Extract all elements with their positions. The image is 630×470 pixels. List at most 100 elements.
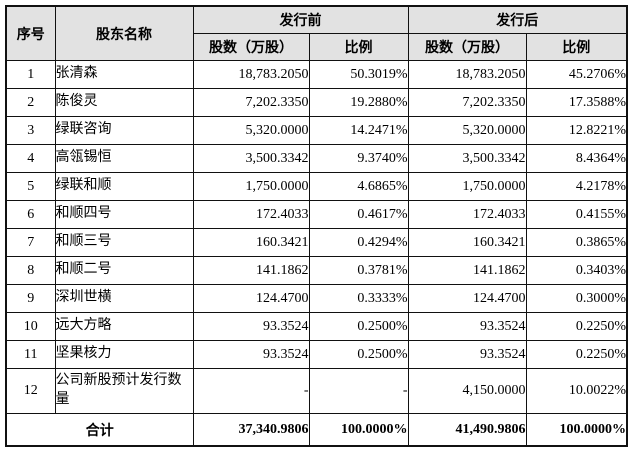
table-row: 9 深圳世横 124.4700 0.3333% 124.4700 0.3000% <box>5 284 628 313</box>
cell-shares-before: 93.3524 <box>192 340 310 369</box>
cell-serial-no: 2 <box>5 88 56 117</box>
cell-shareholder-name: 远大方略 <box>54 312 194 341</box>
header-shares-after: 股数（万股） <box>407 33 527 61</box>
cell-ratio-after: 0.2250% <box>525 312 628 341</box>
cell-serial-no: 10 <box>5 312 56 341</box>
table-row: 3 绿联咨询 5,320.0000 14.2471% 5,320.0000 12… <box>5 116 628 145</box>
cell-ratio-before: 14.2471% <box>308 116 409 145</box>
cell-shares-before: 124.4700 <box>192 284 310 313</box>
cell-shares-after: 18,783.2050 <box>407 60 527 89</box>
cell-shares-before: 160.3421 <box>192 228 310 257</box>
cell-shares-before: 3,500.3342 <box>192 144 310 173</box>
table-row: 1 张清森 18,783.2050 50.3019% 18,783.2050 4… <box>5 60 628 89</box>
cell-shares-after: 160.3421 <box>407 228 527 257</box>
cell-shares-before: 141.1862 <box>192 256 310 285</box>
cell-serial-no: 5 <box>5 172 56 201</box>
cell-serial-no: 4 <box>5 144 56 173</box>
cell-shares-after: 93.3524 <box>407 340 527 369</box>
cell-serial-no: 12 <box>5 368 56 414</box>
table-total-row: 合计 37,340.9806 100.0000% 41,490.9806 100… <box>5 413 628 447</box>
cell-shares-before: 93.3524 <box>192 312 310 341</box>
cell-ratio-before: 0.2500% <box>308 312 409 341</box>
cell-ratio-after: 0.2250% <box>525 340 628 369</box>
cell-shares-before: 18,783.2050 <box>192 60 310 89</box>
table-row: 8 和顺二号 141.1862 0.3781% 141.1862 0.3403% <box>5 256 628 285</box>
cell-total-shares-after: 41,490.9806 <box>407 413 527 447</box>
header-group-before-issuance: 发行前 <box>192 5 409 34</box>
table-row: 10 远大方略 93.3524 0.2500% 93.3524 0.2250% <box>5 312 628 341</box>
cell-shareholder-name: 绿联咨询 <box>54 116 194 145</box>
header-shares-before: 股数（万股） <box>192 33 310 61</box>
cell-serial-no: 7 <box>5 228 56 257</box>
cell-ratio-after: 4.2178% <box>525 172 628 201</box>
cell-shares-after: 172.4033 <box>407 200 527 229</box>
cell-shareholder-name: 坚果核力 <box>54 340 194 369</box>
cell-shares-before: 5,320.0000 <box>192 116 310 145</box>
cell-total-label: 合计 <box>5 413 194 447</box>
cell-ratio-before: 19.2880% <box>308 88 409 117</box>
cell-serial-no: 8 <box>5 256 56 285</box>
shareholder-structure-table: 序号 股东名称 发行前 发行后 股数（万股） 比例 股数（万股） 比例 1 张清… <box>5 5 628 447</box>
table-row: 4 高瓴锡恒 3,500.3342 9.3740% 3,500.3342 8.4… <box>5 144 628 173</box>
cell-ratio-after: 8.4364% <box>525 144 628 173</box>
cell-shareholder-name: 和顺三号 <box>54 228 194 257</box>
cell-total-ratio-before: 100.0000% <box>308 413 409 447</box>
cell-shares-before: 172.4033 <box>192 200 310 229</box>
cell-shares-after: 124.4700 <box>407 284 527 313</box>
header-ratio-before: 比例 <box>308 33 409 61</box>
header-ratio-after: 比例 <box>525 33 628 61</box>
cell-ratio-before: 0.2500% <box>308 340 409 369</box>
cell-serial-no: 9 <box>5 284 56 313</box>
cell-serial-no: 1 <box>5 60 56 89</box>
cell-shares-after: 4,150.0000 <box>407 368 527 414</box>
table-row: 12 公司新股预计发行数量 - - 4,150.0000 10.0022% <box>5 368 628 414</box>
cell-ratio-after: 17.3588% <box>525 88 628 117</box>
cell-shares-after: 1,750.0000 <box>407 172 527 201</box>
header-group-after-issuance: 发行后 <box>407 5 628 34</box>
cell-ratio-before: 4.6865% <box>308 172 409 201</box>
cell-total-ratio-after: 100.0000% <box>525 413 628 447</box>
cell-ratio-before: 0.4617% <box>308 200 409 229</box>
cell-shares-after: 141.1862 <box>407 256 527 285</box>
cell-shares-after: 7,202.3350 <box>407 88 527 117</box>
cell-total-shares-before: 37,340.9806 <box>192 413 310 447</box>
cell-ratio-before: 9.3740% <box>308 144 409 173</box>
cell-shares-after: 93.3524 <box>407 312 527 341</box>
cell-shares-after: 5,320.0000 <box>407 116 527 145</box>
cell-shareholder-name: 张清森 <box>54 60 194 89</box>
cell-ratio-after: 0.3000% <box>525 284 628 313</box>
cell-shareholder-name: 公司新股预计发行数量 <box>54 368 194 414</box>
cell-serial-no: 3 <box>5 116 56 145</box>
cell-ratio-after: 10.0022% <box>525 368 628 414</box>
table-row: 6 和顺四号 172.4033 0.4617% 172.4033 0.4155% <box>5 200 628 229</box>
cell-shares-before: 1,750.0000 <box>192 172 310 201</box>
cell-ratio-before: 0.3781% <box>308 256 409 285</box>
header-shareholder-name: 股东名称 <box>54 5 194 61</box>
document-page: 序号 股东名称 发行前 发行后 股数（万股） 比例 股数（万股） 比例 1 张清… <box>5 5 628 447</box>
header-serial-no: 序号 <box>5 5 56 61</box>
table-row: 11 坚果核力 93.3524 0.2500% 93.3524 0.2250% <box>5 340 628 369</box>
cell-serial-no: 11 <box>5 340 56 369</box>
cell-ratio-before: 50.3019% <box>308 60 409 89</box>
cell-ratio-after: 0.4155% <box>525 200 628 229</box>
cell-shareholder-name: 深圳世横 <box>54 284 194 313</box>
table-row: 5 绿联和顺 1,750.0000 4.6865% 1,750.0000 4.2… <box>5 172 628 201</box>
cell-shareholder-name: 和顺四号 <box>54 200 194 229</box>
cell-serial-no: 6 <box>5 200 56 229</box>
cell-shareholder-name: 绿联和顺 <box>54 172 194 201</box>
header-row-subcolumns: 股数（万股） 比例 股数（万股） 比例 <box>6 33 628 61</box>
table-row: 2 陈俊灵 7,202.3350 19.2880% 7,202.3350 17.… <box>5 88 628 117</box>
cell-shares-after: 3,500.3342 <box>407 144 527 173</box>
cell-shareholder-name: 陈俊灵 <box>54 88 194 117</box>
cell-ratio-after: 0.3865% <box>525 228 628 257</box>
cell-ratio-after: 45.2706% <box>525 60 628 89</box>
header-row-groups: 序号 股东名称 发行前 发行后 <box>5 5 628 61</box>
cell-shareholder-name: 和顺二号 <box>54 256 194 285</box>
cell-shares-before: - <box>192 368 310 414</box>
cell-ratio-before: 0.3333% <box>308 284 409 313</box>
cell-ratio-after: 0.3403% <box>525 256 628 285</box>
cell-ratio-before: - <box>308 368 409 414</box>
cell-shares-before: 7,202.3350 <box>192 88 310 117</box>
cell-ratio-before: 0.4294% <box>308 228 409 257</box>
cell-shareholder-name: 高瓴锡恒 <box>54 144 194 173</box>
